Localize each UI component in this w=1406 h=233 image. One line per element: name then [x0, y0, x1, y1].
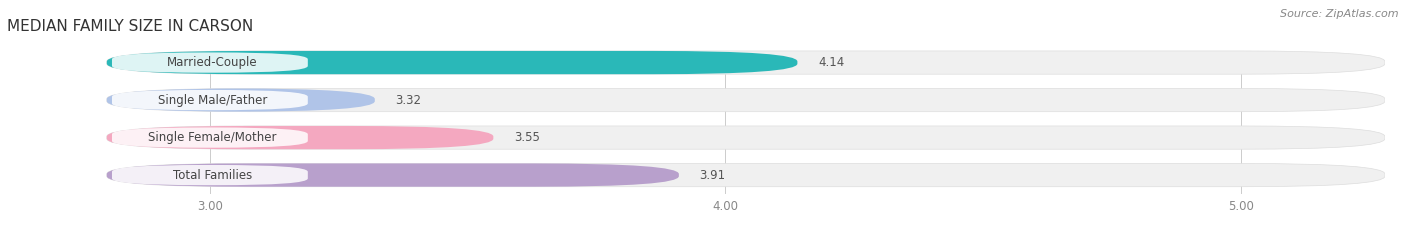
FancyBboxPatch shape	[107, 89, 375, 112]
Text: MEDIAN FAMILY SIZE IN CARSON: MEDIAN FAMILY SIZE IN CARSON	[7, 19, 253, 34]
FancyBboxPatch shape	[107, 126, 494, 149]
Text: Married-Couple: Married-Couple	[167, 56, 257, 69]
FancyBboxPatch shape	[107, 126, 1385, 149]
Text: Total Families: Total Families	[173, 169, 252, 182]
FancyBboxPatch shape	[107, 51, 797, 74]
FancyBboxPatch shape	[112, 165, 308, 185]
FancyBboxPatch shape	[107, 164, 679, 187]
Text: 3.55: 3.55	[515, 131, 540, 144]
Text: 3.91: 3.91	[699, 169, 725, 182]
FancyBboxPatch shape	[112, 127, 308, 148]
Text: 4.14: 4.14	[818, 56, 844, 69]
Text: Source: ZipAtlas.com: Source: ZipAtlas.com	[1281, 9, 1399, 19]
Text: 3.32: 3.32	[395, 94, 422, 106]
FancyBboxPatch shape	[112, 52, 308, 73]
FancyBboxPatch shape	[107, 164, 1385, 187]
FancyBboxPatch shape	[112, 90, 308, 110]
FancyBboxPatch shape	[107, 89, 1385, 112]
Text: Single Female/Mother: Single Female/Mother	[148, 131, 277, 144]
Text: Single Male/Father: Single Male/Father	[157, 94, 267, 106]
FancyBboxPatch shape	[107, 51, 1385, 74]
